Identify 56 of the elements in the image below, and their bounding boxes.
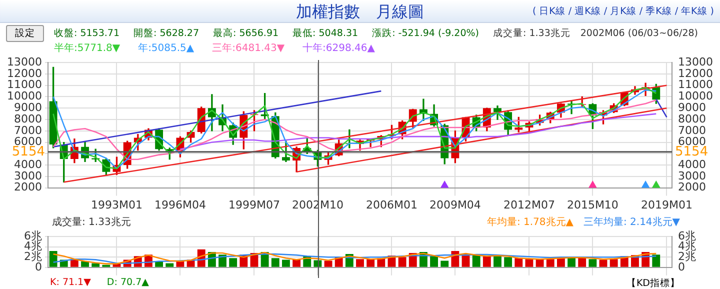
text: 年:5085.5▲ bbox=[138, 43, 194, 54]
text: 5154 bbox=[675, 144, 708, 160]
text: 三年:6481.43▼ bbox=[212, 43, 285, 54]
y2-tick-label: 0 bbox=[678, 260, 685, 274]
chart-title: 加權指數 月線圖 bbox=[296, 2, 424, 21]
x-tick-label: 1999M07 bbox=[228, 198, 280, 212]
x-tick-label: 2019M01 bbox=[640, 198, 692, 212]
y-tick-label: 9000 bbox=[14, 100, 42, 114]
x-tick-label: 1996M04 bbox=[154, 198, 206, 212]
x-tick-label: 2006M01 bbox=[366, 198, 418, 212]
text: D: 70.7▲ bbox=[106, 277, 149, 288]
text: 設定 bbox=[15, 28, 35, 39]
text: 收盤: 5153.71 bbox=[54, 28, 120, 39]
y-tick-label: 2兆 bbox=[24, 250, 42, 263]
x-tick-label: 1993M01 bbox=[91, 198, 142, 212]
text: 年均量: 1.78兆元▲ bbox=[486, 217, 574, 228]
y-tick-label: 6兆 bbox=[24, 229, 42, 242]
y2-tick-label: 3000 bbox=[678, 169, 706, 182]
y-tick-label: 2000 bbox=[14, 180, 42, 194]
y2-tick-label: 2兆 bbox=[678, 250, 696, 263]
y2-tick-label: 9000 bbox=[678, 100, 706, 114]
y-tick-label: 8000 bbox=[14, 112, 42, 126]
x-tick-label: 2009M04 bbox=[429, 198, 481, 212]
y-tick-label: 3000 bbox=[14, 169, 42, 182]
y-tick-label: 11000 bbox=[7, 78, 42, 92]
y2-tick-label: 7000 bbox=[678, 124, 706, 137]
y-tick-label: 12000 bbox=[7, 66, 42, 80]
y2-tick-label: 2000 bbox=[678, 180, 706, 194]
text: ( 日K線 / 週K線 / 月K線 / 季K線 / 年K線 ) bbox=[532, 6, 714, 17]
text: 漲跌: -521.94 (-9.20%) bbox=[372, 28, 479, 39]
x-tick-label: 2015M10 bbox=[566, 198, 618, 212]
y-tick-label: 7000 bbox=[14, 124, 42, 137]
y-tick-label: 0 bbox=[35, 260, 42, 274]
y2-tick-label: 4000 bbox=[678, 158, 706, 171]
text: 【KD指標】 bbox=[626, 278, 680, 289]
text: 2002M06 (06/03~06/28) bbox=[580, 28, 698, 39]
y2-tick-label: 12000 bbox=[678, 66, 713, 80]
text: 成交量: 1.33兆元 bbox=[52, 217, 131, 228]
text: 半年:5771.8▼ bbox=[54, 43, 120, 54]
y-tick-label: 4000 bbox=[14, 158, 42, 171]
text: 十年:6298.46▲ bbox=[302, 43, 375, 54]
y-tick-label: 10000 bbox=[7, 90, 42, 103]
y2-tick-label: 6兆 bbox=[678, 229, 696, 242]
y-tick-label: 13000 bbox=[7, 55, 42, 68]
text: 最高: 5656.91 bbox=[213, 28, 279, 39]
ref-line-label: 5154 bbox=[12, 144, 45, 160]
y2-tick-label: 13000 bbox=[678, 55, 713, 68]
y2-tick-label: 10000 bbox=[678, 90, 713, 103]
y2-tick-label: 8000 bbox=[678, 112, 706, 126]
x-tick-label: 2012M07 bbox=[503, 198, 555, 212]
text: 三年均量: 2.14兆元▼ bbox=[583, 217, 680, 228]
text: 成交量: 1.33兆元 bbox=[493, 28, 570, 39]
text: 最低: 5048.31 bbox=[292, 28, 358, 39]
y2-tick-label: 11000 bbox=[678, 78, 713, 92]
text: 開盤: 5628.27 bbox=[134, 28, 200, 39]
text: K: 71.1▼ bbox=[50, 277, 91, 288]
